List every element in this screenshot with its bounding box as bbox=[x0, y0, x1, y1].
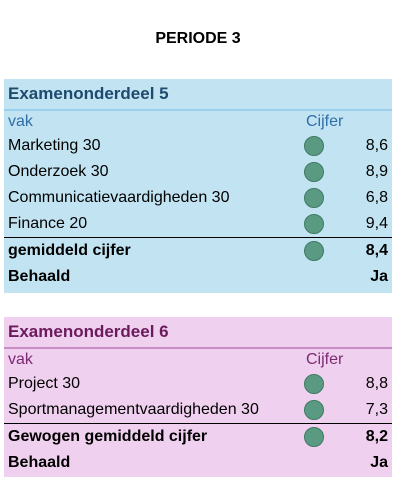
result-value: Ja bbox=[370, 268, 388, 285]
column-header-vak: vak bbox=[8, 113, 33, 130]
status-dot-icon bbox=[304, 214, 324, 234]
total-row: Gewogen gemiddeld cijfer 8,2 bbox=[4, 423, 392, 450]
status-dot-icon bbox=[304, 162, 324, 182]
status-dot-icon bbox=[304, 241, 324, 261]
subject-score: 7,3 bbox=[365, 401, 388, 418]
table-row: Onderzoek 30 8,9 bbox=[4, 159, 392, 185]
total-row: gemiddeld cijfer 8,4 bbox=[4, 237, 392, 264]
column-header-row: vak Cijfer bbox=[4, 111, 392, 133]
subject-label: Marketing 30 bbox=[8, 137, 101, 154]
result-row: Behaald Ja bbox=[4, 450, 392, 476]
column-header-cijfer: Cijfer bbox=[306, 113, 344, 130]
total-label: Gewogen gemiddeld cijfer bbox=[8, 428, 208, 445]
section-examenonderdeel-5: Examenonderdeel 5 vak Cijfer Marketing 3… bbox=[4, 79, 392, 293]
subject-label: Project 30 bbox=[8, 375, 81, 392]
status-dot-icon bbox=[304, 136, 324, 156]
subject-score: 8,9 bbox=[365, 163, 388, 180]
column-header-vak: vak bbox=[8, 351, 33, 368]
total-label: gemiddeld cijfer bbox=[8, 242, 131, 259]
table-row: Communicatievaardigheden 30 6,8 bbox=[4, 185, 392, 211]
result-label: Behaald bbox=[8, 454, 71, 471]
subject-label: Onderzoek 30 bbox=[8, 163, 109, 180]
status-dot-icon bbox=[304, 400, 324, 420]
section-title: Examenonderdeel 6 bbox=[4, 317, 392, 349]
section-examenonderdeel-6: Examenonderdeel 6 vak Cijfer Project 30 … bbox=[4, 317, 392, 477]
status-dot-icon bbox=[304, 374, 324, 394]
column-header-row: vak Cijfer bbox=[4, 349, 392, 371]
table-row: Marketing 30 8,6 bbox=[4, 133, 392, 159]
table-row: Project 30 8,8 bbox=[4, 371, 392, 397]
subject-score: 8,6 bbox=[365, 137, 388, 154]
result-label: Behaald bbox=[8, 268, 71, 285]
total-score: 8,4 bbox=[365, 242, 388, 259]
table-row: Sportmanagementvaardigheden 30 7,3 bbox=[4, 397, 392, 423]
subject-score: 8,8 bbox=[365, 375, 388, 392]
subject-label: Finance 20 bbox=[8, 215, 88, 232]
subject-score: 6,8 bbox=[365, 189, 388, 206]
page-title: PERIODE 3 bbox=[155, 30, 241, 47]
column-header-cijfer: Cijfer bbox=[306, 351, 344, 368]
subject-score: 9,4 bbox=[365, 215, 388, 232]
result-row: Behaald Ja bbox=[4, 264, 392, 290]
table-row: Finance 20 9,4 bbox=[4, 211, 392, 237]
result-value: Ja bbox=[370, 454, 388, 471]
section-title: Examenonderdeel 5 bbox=[4, 79, 392, 111]
status-dot-icon bbox=[304, 188, 324, 208]
status-dot-icon bbox=[304, 427, 324, 447]
subject-label: Sportmanagementvaardigheden 30 bbox=[8, 401, 259, 418]
subject-label: Communicatievaardigheden 30 bbox=[8, 189, 230, 206]
total-score: 8,2 bbox=[365, 428, 388, 445]
